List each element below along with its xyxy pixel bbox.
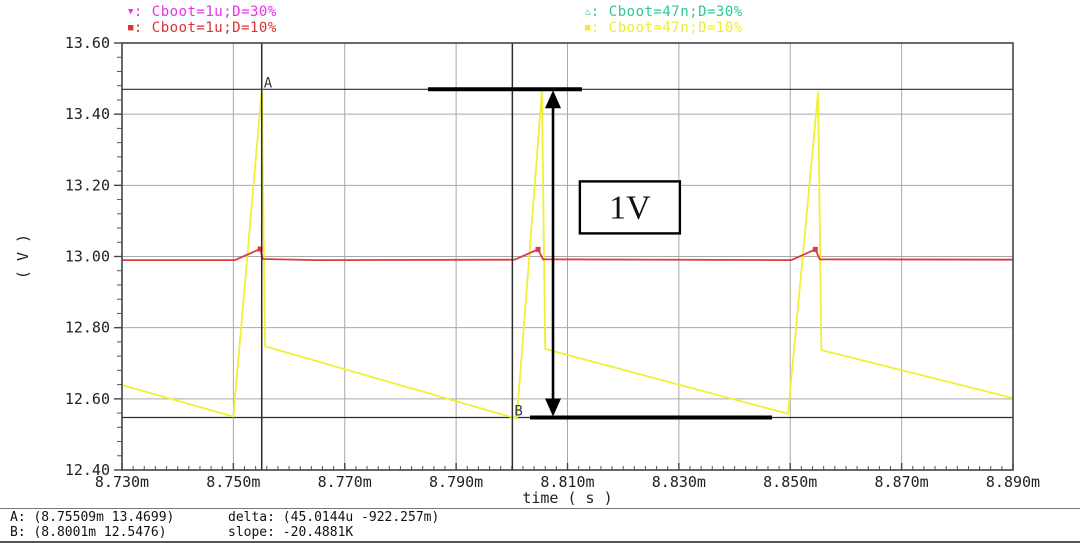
- x-axis-title: time ( s ): [522, 489, 612, 507]
- trace-marker-point: [812, 246, 818, 252]
- x-tick-label: 8.770m: [318, 473, 372, 491]
- legend-label: Cboot=47n;D=30%: [608, 4, 743, 20]
- legend-separator: :: [590, 4, 609, 20]
- y-tick-label: 12.60: [65, 390, 110, 408]
- x-tick-label: 8.890m: [986, 473, 1040, 491]
- legend-label: Cboot=1u;D=30%: [151, 4, 277, 20]
- x-tick-label: 8.730m: [95, 473, 149, 491]
- legend-item-cboot-47n-d10[interactable]: ■: Cboot=47n;D=10%: [585, 20, 743, 36]
- y-tick-label: 13.40: [65, 105, 110, 123]
- delta-readout: delta: (45.0144u -922.257m): [228, 510, 440, 525]
- square-marker-icon: ■: [585, 23, 591, 33]
- legend-separator: :: [590, 20, 609, 36]
- marker-a-readout: A: (8.75509m 13.4699): [10, 510, 175, 525]
- y-tick-label: 12.80: [65, 319, 110, 337]
- trace-marker-point: [257, 246, 263, 252]
- legend-item-cboot-1u-d30[interactable]: ▼: Cboot=1u;D=30%: [128, 4, 277, 20]
- legend-label: Cboot=47n;D=10%: [608, 20, 743, 36]
- triangle-down-marker-icon: ▼: [128, 7, 134, 17]
- x-tick-label: 8.750m: [206, 473, 260, 491]
- trace-marker-point: [535, 246, 541, 252]
- y-tick-label: 13.60: [65, 34, 110, 52]
- x-tick-label: 8.850m: [763, 473, 817, 491]
- slope-readout: slope: -20.4881K: [228, 525, 354, 540]
- delta-arrow-head-up-icon: [545, 90, 562, 109]
- y-tick-label: 13.00: [65, 248, 110, 266]
- window-bottom-edge: [0, 541, 1080, 543]
- x-tick-label: 8.810m: [540, 473, 594, 491]
- x-tick-label: 8.870m: [875, 473, 929, 491]
- y-tick-label: 13.20: [65, 176, 110, 194]
- square-marker-icon: ■: [128, 23, 134, 33]
- legend-label: Cboot=1u;D=10%: [151, 20, 277, 36]
- legend-separator: :: [133, 4, 152, 20]
- y-tick-label: 12.40: [65, 461, 110, 479]
- status-separator-line: [0, 508, 1080, 509]
- legend-separator: :: [133, 20, 152, 36]
- legend-item-cboot-47n-d30[interactable]: △: Cboot=47n;D=30%: [585, 4, 743, 20]
- marker-b-letter: B: [514, 403, 522, 419]
- delta-label-text: 1V: [609, 189, 651, 226]
- trace-cboot-47n-d-10-[interactable]: [121, 88, 1014, 420]
- marker-b-readout: B: (8.8001m 12.5476): [10, 525, 167, 540]
- delta-label-box: [578, 180, 682, 235]
- x-tick-label: 8.790m: [429, 473, 483, 491]
- marker-a-letter: A: [264, 75, 273, 91]
- axis-border: [121, 42, 1014, 471]
- waveform-chart: AB1V13.6013.4013.2013.0012.8012.6012.408…: [14, 34, 1040, 507]
- delta-arrow-head-down-icon: [545, 398, 562, 417]
- triangle-up-marker-icon: △: [585, 7, 591, 17]
- legend-item-cboot-1u-d10[interactable]: ■: Cboot=1u;D=10%: [128, 20, 277, 36]
- x-tick-label: 8.830m: [652, 473, 706, 491]
- y-axis-title: ( V ): [14, 234, 32, 279]
